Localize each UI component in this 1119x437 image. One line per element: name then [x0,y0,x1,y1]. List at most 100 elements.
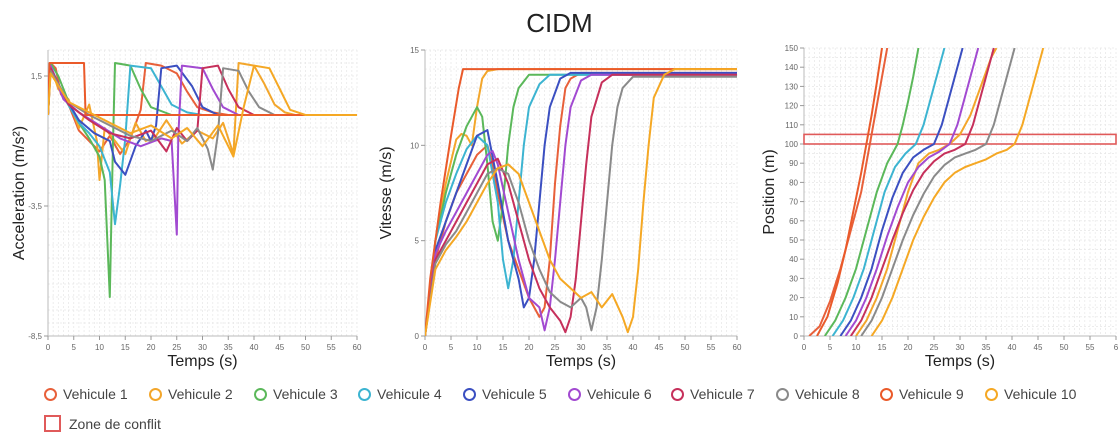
legend-marker-icon [358,387,371,401]
y-tick-label: 20 [789,294,798,303]
legend-label: Vehicule 3 [273,386,338,402]
y-tick-label: 10 [410,141,419,150]
legend-item-vehicule-1[interactable]: Vehicule 1 [44,386,128,402]
x-tick-label: 50 [1060,343,1069,352]
series-line-vehicule-7 [425,73,737,336]
legend-marker-icon [463,387,476,401]
y-tick-label: 130 [785,82,799,91]
x-tick-label: 55 [707,343,716,352]
x-tick-label: 55 [327,343,336,352]
page-title: CIDM [526,8,593,38]
y-tick-label: 30 [789,274,798,283]
legend-item-vehicule-5[interactable]: Vehicule 5 [463,386,547,402]
x-tick-label: 25 [930,343,939,352]
x-axis-label: Temps (s) [167,353,237,370]
grid [47,49,358,337]
legend-label: Vehicule 4 [377,386,442,402]
position-chart: 0 5 10 15 20 25 30 35 40 45 50 55 601020304050607080… [761,44,1119,370]
grid [803,47,1117,337]
series-line-vehicule-7 [849,48,995,336]
series-line-vehicule-4 [48,64,357,226]
series-line-vehicule-2 [48,62,357,181]
x-tick-label: 20 [147,343,156,352]
x-tick-label: 40 [1008,343,1017,352]
x-tick-label: 20 [904,343,913,352]
x-tick-label: 0 [46,343,51,352]
series-line-vehicule-9 [425,68,737,336]
x-axis-label: Temps (s) [546,353,616,370]
legend-marker-icon [44,387,57,401]
x-tick-label: 10 [852,343,861,352]
series-line-vehicule-3 [425,73,737,336]
legend-marker-icon [254,387,267,401]
series-line-vehicule-1 [425,71,737,336]
x-tick-label: 50 [681,343,690,352]
x-tick-label: 35 [603,343,612,352]
y-tick-label: 0 [415,332,420,341]
zone-square-icon [44,415,61,432]
series-group [808,48,1045,336]
x-tick-label: 50 [301,343,310,352]
zone-de-conflit-rect [803,133,1117,145]
y-axis-label: Vitesse (m/s) [378,146,395,239]
y-axis-label: Acceleration (m/s²) [11,126,28,260]
legend-label: Vehicule 8 [795,386,860,402]
series-line-vehicule-10 [870,48,1045,336]
series-group [48,62,357,298]
legend-marker-icon [149,387,162,401]
x-tick-label: 15 [878,343,887,352]
y-tick-label: 5 [415,237,420,246]
x-tick-label: 45 [655,343,664,352]
x-tick-label: 60 [353,343,362,352]
series-line-vehicule-2 [855,48,998,336]
series-line-vehicule-4 [831,48,946,336]
legend-item-vehicule-3[interactable]: Vehicule 3 [254,386,338,402]
legend-item-vehicule-2[interactable]: Vehicule 2 [149,386,233,402]
legend-label: Vehicule 1 [63,386,128,402]
y-tick-label: 50 [789,236,798,245]
y-tick-label: 120 [785,102,799,111]
x-tick-label: 30 [198,343,207,352]
series-line-vehicule-3 [823,48,920,336]
vitesse-chart: 0 5 10 15 20 25 30 35 40 45 50 55 60 0 5 10 15 Temps (s) V… [378,46,742,370]
legend-item-vehicule-7[interactable]: Vehicule 7 [671,386,755,402]
series-line-vehicule-8 [425,75,737,336]
x-tick-label: 25 [172,343,181,352]
y-tick-label: 15 [410,46,419,55]
y-tick-label: 80 [789,178,798,187]
legend-label: Vehicule 5 [482,386,547,402]
series-line-vehicule-10 [425,68,737,336]
x-tick-label: 10 [95,343,104,352]
series-line-vehicule-6 [844,48,980,336]
y-tick-label: 60 [789,217,798,226]
legend: Vehicule 1 Vehicule 2 Vehicule 3 Vehicul… [44,386,1114,408]
series-line-vehicule-7 [48,64,357,153]
x-tick-label: 0 [423,343,428,352]
legend-marker-icon [568,387,581,401]
legend-item-vehicule-4[interactable]: Vehicule 4 [358,386,442,402]
x-tick-label: 5 [828,343,833,352]
y-axis-label: Position (m) [761,149,778,234]
acceleration-chart: 0 5 10 15 20 25 30 35 40 45 50 55 60 1,5 -3,5 -8,5 Temps… [11,49,362,370]
legend-marker-icon [671,387,684,401]
y-tick-label: 10 [789,313,798,322]
series-line-vehicule-5 [839,48,964,336]
legend-marker-icon [880,387,893,401]
legend-item-vehicule-9[interactable]: Vehicule 9 [880,386,964,402]
legend-label: Vehicule 2 [168,386,233,402]
legend-item-vehicule-8[interactable]: Vehicule 8 [776,386,860,402]
legend-item-vehicule-10[interactable]: Vehicule 10 [985,386,1076,402]
x-tick-label: 20 [525,343,534,352]
legend-item-vehicule-6[interactable]: Vehicule 6 [568,386,652,402]
x-tick-label: 25 [551,343,560,352]
series-line-vehicule-1 [808,48,889,336]
series-line-vehicule-3 [48,62,357,298]
x-tick-label: 15 [499,343,508,352]
legend-label: Vehicule 6 [587,386,652,402]
series-line-vehicule-9 [48,62,357,116]
legend-item-zone-de-conflit[interactable]: Zone de conflit [44,415,161,432]
series-line-vehicule-5 [425,71,737,336]
legend-marker-icon [776,387,789,401]
x-tick-label: 15 [121,343,130,352]
series-line-vehicule-10 [48,64,357,158]
